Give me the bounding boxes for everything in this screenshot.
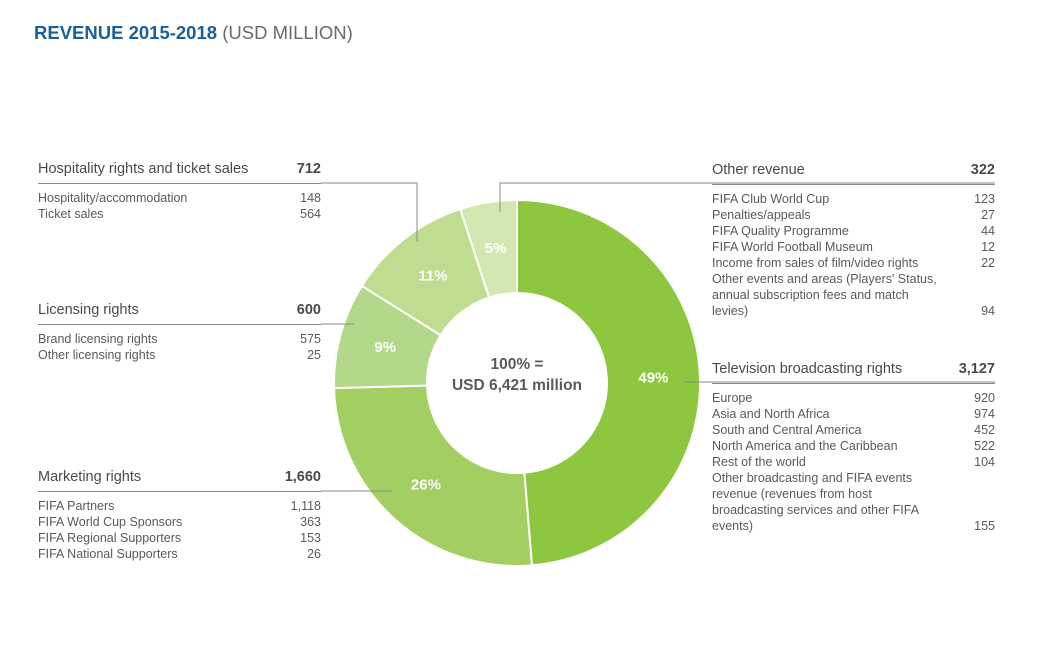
other-item-name: Penalties/appeals [712, 208, 811, 222]
television-total: 3,127 [958, 361, 995, 377]
other-revenue-leader-line [499, 182, 995, 212]
center-total-amount: USD 6,421 million [452, 377, 582, 394]
licensing-item-name: Other licensing rights [38, 348, 156, 362]
television-item: Rest of the world 104 [712, 454, 995, 470]
other-item-value: 123 [974, 192, 995, 206]
slice-percent-label: 26% [411, 477, 441, 494]
chart-title-main: REVENUE 2015-2018 [34, 22, 218, 43]
television-item: North America and the Caribbean 522 [712, 438, 995, 454]
hospitality-item-value: 564 [300, 207, 321, 221]
television-item: Europe 920 [712, 390, 995, 406]
television-header: Television broadcasting rights 3,127 [712, 361, 995, 384]
hospitality-leader-line [321, 182, 418, 242]
licensing-item: Brand licensing rights 575 [38, 331, 321, 347]
marketing-item-value: 26 [307, 547, 321, 561]
marketing-block: Marketing rights 1,660 FIFA Partners 1,11… [38, 469, 321, 562]
other-item: FIFA World Football Museum 12 [712, 239, 995, 255]
other-item-name: Other events and areas (Players' Status,… [712, 272, 937, 318]
television-item-value: 452 [974, 423, 995, 437]
other-revenue-block: Other revenue 322 FIFA Club World Cup 123… [712, 162, 995, 319]
marketing-item-value: 153 [300, 531, 321, 545]
other-item-value: 94 [981, 304, 995, 318]
marketing-item-value: 1,118 [290, 499, 321, 513]
slice-percent-label: 9% [374, 339, 396, 356]
licensing-label: Licensing rights [38, 302, 139, 318]
marketing-header: Marketing rights 1,660 [38, 469, 321, 492]
television-item-name: North America and the Caribbean [712, 439, 898, 453]
other-item: Other events and areas (Players' Status,… [712, 271, 995, 319]
television-item-value: 522 [974, 439, 995, 453]
other-item-name: Income from sales of film/video rights [712, 256, 919, 270]
licensing-block: Licensing rights 600 Brand licensing rig… [38, 302, 321, 363]
chart-title-unit: (USD MILLION) [222, 22, 353, 43]
licensing-total: 600 [296, 302, 321, 318]
hospitality-item: Ticket sales 564 [38, 206, 321, 222]
television-item-name: Rest of the world [712, 455, 806, 469]
other-item: Penalties/appeals 27 [712, 207, 995, 223]
television-item-value: 155 [974, 519, 995, 533]
slice-percent-label: 5% [485, 240, 507, 257]
television-item: South and Central America 452 [712, 422, 995, 438]
hospitality-total: 712 [296, 161, 321, 177]
hospitality-label: Hospitality rights and ticket sales [38, 161, 249, 177]
hospitality-header: Hospitality rights and ticket sales 712 [38, 161, 321, 184]
donut-slice [516, 198, 701, 567]
center-total-percent: 100% = [490, 356, 543, 373]
other-item-name: FIFA Club World Cup [712, 192, 830, 206]
marketing-item: FIFA Regional Supporters 153 [38, 530, 321, 546]
other-item-value: 27 [981, 208, 995, 222]
other-revenue-total: 322 [970, 162, 995, 178]
hospitality-item-name: Ticket sales [38, 207, 104, 221]
television-item: Other broadcasting and FIFA events reven… [712, 470, 995, 534]
television-item-name: Asia and North Africa [712, 407, 830, 421]
television-item-name: South and Central America [712, 423, 862, 437]
marketing-item-name: FIFA World Cup Sponsors [38, 515, 183, 529]
marketing-item: FIFA National Supporters 26 [38, 546, 321, 562]
other-item-value: 44 [981, 224, 995, 238]
marketing-total: 1,660 [284, 469, 321, 485]
other-item: FIFA Quality Programme 44 [712, 223, 995, 239]
other-item-name: FIFA Quality Programme [712, 224, 849, 238]
television-block: Television broadcasting rights 3,127 Eur… [712, 361, 995, 534]
licensing-item-value: 25 [307, 348, 321, 362]
television-item-name: Other broadcasting and FIFA events reven… [712, 471, 919, 533]
marketing-item-name: FIFA Regional Supporters [38, 531, 182, 545]
marketing-label: Marketing rights [38, 469, 142, 485]
other-item-value: 12 [981, 240, 995, 254]
hospitality-block: Hospitality rights and ticket sales 712 … [38, 161, 321, 222]
television-item-name: Europe [712, 391, 753, 405]
licensing-item-value: 575 [300, 332, 321, 346]
donut-slice [333, 384, 534, 567]
television-item: Asia and North Africa 974 [712, 406, 995, 422]
marketing-item: FIFA Partners 1,118 [38, 498, 321, 514]
other-item-value: 22 [981, 256, 995, 270]
marketing-item-value: 363 [300, 515, 321, 529]
marketing-item-name: FIFA Partners [38, 499, 115, 513]
marketing-item-name: FIFA National Supporters [38, 547, 178, 561]
slice-percent-label: 49% [638, 369, 668, 386]
hospitality-item-value: 148 [300, 191, 321, 205]
television-item-value: 974 [974, 407, 995, 421]
other-item-name: FIFA World Football Museum [712, 240, 873, 254]
television-item-value: 104 [974, 455, 995, 469]
other-revenue-header: Other revenue 322 [712, 162, 995, 185]
licensing-item: Other licensing rights 25 [38, 347, 321, 363]
other-item: FIFA Club World Cup 123 [712, 191, 995, 207]
hospitality-item: Hospitality/accommodation 148 [38, 190, 321, 206]
other-revenue-label: Other revenue [712, 162, 805, 178]
licensing-header: Licensing rights 600 [38, 302, 321, 325]
licensing-item-name: Brand licensing rights [38, 332, 158, 346]
donut-slice [459, 198, 518, 299]
other-item: Income from sales of film/video rights 22 [712, 255, 995, 271]
marketing-item: FIFA World Cup Sponsors 363 [38, 514, 321, 530]
hospitality-item-name: Hospitality/accommodation [38, 191, 188, 205]
television-label: Television broadcasting rights [712, 361, 903, 377]
slice-percent-label: 11% [418, 267, 447, 284]
chart-title: REVENUE 2015-2018 (USD MILLION) [34, 22, 353, 44]
television-item-value: 920 [974, 391, 995, 405]
